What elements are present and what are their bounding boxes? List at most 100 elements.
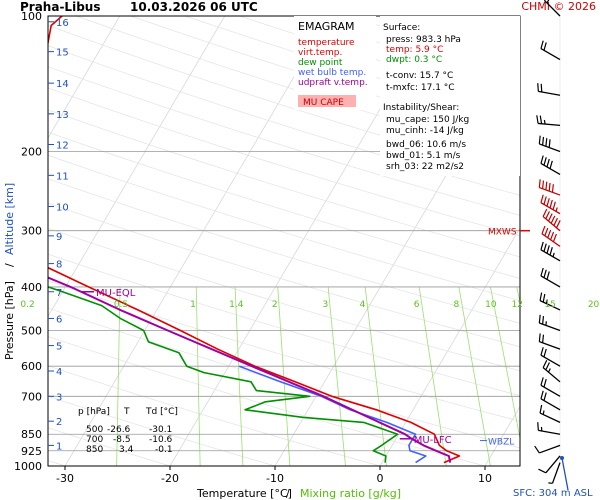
wind-barb-feather (542, 293, 546, 303)
wind-barb-feather (545, 362, 550, 371)
wind-barb-feather (549, 246, 553, 256)
mixing-ratio-label: 1.4 (229, 300, 244, 310)
wind-barb (540, 384, 561, 397)
wind-barb (539, 412, 561, 423)
wind-barb (542, 216, 561, 232)
wind-barb-feather (538, 135, 541, 145)
wind-barb-feather (540, 347, 544, 356)
wind-barb (540, 249, 561, 262)
isotherm (48, 16, 121, 139)
wind-barb (541, 233, 561, 247)
wind-barb-feather (546, 198, 550, 207)
mixing-ratio-label: 0.2 (20, 300, 34, 310)
instability-title: Instability/Shear: (383, 103, 459, 113)
wind-barb (540, 275, 561, 288)
pressure-tick-label: 300 (21, 225, 42, 238)
mixing-ratio-line (277, 286, 291, 466)
surface-title: Surface: (383, 23, 420, 33)
level-table-cell: 850 (86, 445, 103, 455)
mu-cape-badge-bg (298, 95, 356, 107)
wind-barb-feather (552, 233, 557, 242)
mixing-ratio-label: 10 (485, 300, 497, 310)
altitude-tick-label: 5 (56, 342, 62, 353)
surface-temp: temp: 5.9 °C (386, 45, 443, 55)
mixing-ratio-line (234, 286, 244, 466)
altitude-tick-label: 12 (56, 141, 69, 152)
wind-barb-feather (536, 115, 539, 124)
altitude-tick-label: 3 (56, 392, 62, 403)
mixing-ratio-label: 20 (588, 300, 600, 310)
wind-barb (540, 202, 561, 215)
wind-barb-feather (543, 196, 547, 205)
dry-adiabat (48, 87, 520, 237)
legend-item-label: wet bulb temp. (298, 68, 366, 78)
level-table-cell: -30.1 (149, 425, 172, 435)
altitude-tick-label: 10 (56, 202, 69, 213)
wind-barb-feather (543, 392, 547, 401)
level-table-cell: 700 (86, 435, 103, 445)
mixing-ratio-label: 3 (322, 300, 328, 310)
altitude-tick-label: 4 (56, 367, 62, 378)
wind-barb (542, 367, 561, 383)
wind-barb (540, 48, 561, 61)
wind-barb-feather (545, 138, 548, 147)
wind-barb-feather (538, 468, 547, 474)
wind-barb-feather (551, 184, 554, 193)
altitude-tick-label: 15 (56, 48, 69, 59)
legend-item-label: virt.temp. (298, 48, 342, 58)
dry-adiabat (48, 109, 520, 258)
wind-barb-feather (540, 377, 544, 386)
wind-barb-feather (549, 199, 553, 209)
wind-barb (540, 162, 561, 176)
altitude-tick-label: 13 (56, 110, 69, 121)
wind-barb-feather (537, 83, 539, 92)
mixing-ratio-line (458, 286, 491, 466)
wind-barb (545, 455, 561, 474)
dry-adiabat (48, 227, 520, 372)
level-table-cell: -26.6 (107, 425, 131, 435)
wind-barb-feather (541, 225, 546, 234)
series-udpraft-v-temp- (48, 276, 452, 463)
legend-box (294, 16, 376, 110)
pressure-tick-label: 600 (21, 360, 42, 373)
x-axis-title: Temperature [°C] (196, 487, 292, 500)
pressure-tick-label: 1000 (14, 460, 42, 473)
wind-barb (538, 429, 561, 435)
wind-barb (539, 143, 561, 153)
x-tick-label: 0 (377, 472, 384, 485)
wind-barb-half-feather (543, 119, 546, 125)
wind-barb-half-feather (547, 368, 551, 373)
x-axis-separator: / (286, 487, 290, 500)
wind-barb (540, 398, 561, 411)
mixing-ratio-line (550, 287, 592, 466)
mu-cape-badge: MU CAPE (303, 98, 344, 108)
pressure-tick-label: 500 (21, 325, 42, 338)
wind-barb-feather (543, 269, 547, 278)
surface-elevation-label: SFC: 304 m ASL (513, 488, 593, 499)
mixing-ratio-line (364, 286, 387, 466)
wind-barb-feather (542, 180, 545, 189)
wind-barb-feather (540, 194, 544, 203)
mixing-ratio-label: 8 (454, 300, 460, 310)
x-tick-label: -10 (266, 472, 284, 485)
wind-barb-feather (546, 158, 550, 168)
isotherm (379, 227, 520, 466)
level-table-cell: -10.6 (149, 435, 173, 445)
level-table-cell: -0.1 (155, 445, 173, 455)
mixing-ratio-line (593, 287, 600, 466)
wind-barb-feather (546, 245, 550, 254)
sounding-datetime: 10.03.2026 06 UTC (130, 0, 258, 14)
wind-barb-feather (539, 292, 543, 301)
wind-barb-feather (539, 404, 543, 414)
x-tick-label: 10 (478, 472, 492, 485)
pressure-tick-label: 200 (21, 145, 42, 158)
wind-barb-feather (543, 243, 547, 252)
dry-adiabat (48, 45, 520, 196)
altitude-tick-label: 11 (56, 171, 69, 182)
isotherm (64, 16, 331, 466)
y-axis-title-altitude: Altitude [km] (3, 183, 16, 255)
wind-barb-feather (550, 215, 556, 224)
altitude-tick-label: 9 (56, 232, 62, 243)
dry-adiabat (48, 154, 520, 301)
